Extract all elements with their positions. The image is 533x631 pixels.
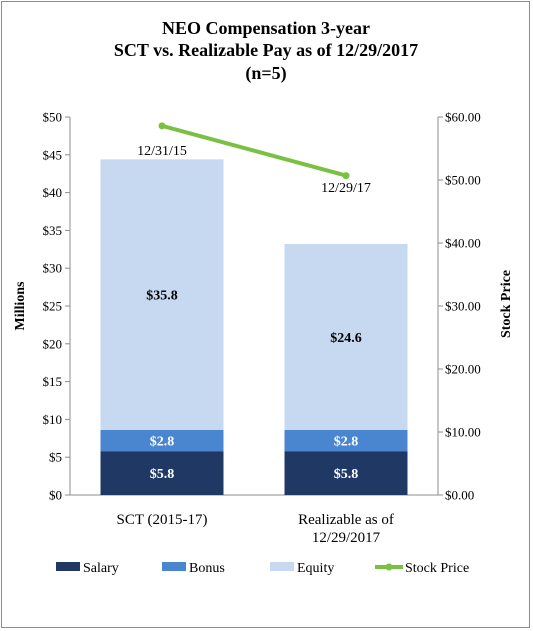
bars [100, 159, 408, 495]
y2-tick-label: $60.00 [445, 110, 481, 125]
stock-price-point [342, 172, 350, 180]
bar-label-salary: $5.8 [334, 467, 359, 482]
y-tick-label: $30 [43, 261, 63, 276]
y2-axis-title: Stock Price [499, 270, 514, 338]
y2-tick-label: $30.00 [445, 299, 481, 314]
chart-title-line: NEO Compensation 3-year [162, 18, 370, 38]
date-annotation: 12/31/15 [137, 144, 187, 159]
legend: Salary Bonus Equity Stock Price [56, 561, 469, 576]
y-tick-label: $20 [43, 336, 63, 351]
y2-tick-label: $20.00 [445, 362, 481, 377]
y-tick-label: $50 [43, 110, 63, 125]
bar-label-equity: $24.6 [330, 331, 362, 346]
bar-labels: $5.8 $2.8 $35.8 $5.8 $2.8 $24.6 [146, 289, 362, 482]
y2-tick-label: $0.00 [445, 488, 474, 503]
y2-tick-label: $10.00 [445, 425, 481, 440]
legend-swatch-equity [270, 562, 294, 571]
category-label: SCT (2015-17) [117, 512, 208, 528]
y-axis-title: Millions [13, 281, 28, 331]
y-tick-label: $15 [43, 374, 63, 389]
stock-price-line [158, 122, 350, 180]
y-tick-label: $25 [43, 299, 63, 314]
legend-swatch-salary [56, 562, 80, 571]
bar-bonus-1 [284, 429, 408, 452]
legend-swatch-bonus [162, 562, 186, 571]
y-tick-label: $10 [43, 412, 63, 427]
category-label: Realizable as of [298, 512, 394, 528]
chart-axes: $0 $5 $10 $15 $20 $25 $30 $35 $40 $45 $50 $0.00 $10.… [13, 110, 514, 503]
bar-label-bonus: $2.8 [150, 435, 175, 450]
chart-title-line: (n=5) [245, 63, 286, 84]
y-tick-label: $35 [43, 223, 63, 238]
chart-title-line: SCT vs. Realizable Pay as of 12/29/2017 [114, 40, 418, 60]
y-tick-label: $40 [43, 185, 63, 200]
bar-label-equity: $35.8 [146, 289, 178, 304]
bar-label-bonus: $2.8 [334, 435, 359, 450]
category-labels: SCT (2015-17) Realizable as of 12/29/2017 [117, 512, 394, 546]
y2-tick-label: $40.00 [445, 236, 481, 251]
legend-label-equity: Equity [297, 561, 334, 576]
annotations: 12/31/15 12/29/17 [137, 144, 371, 196]
y-tick-label: $5 [49, 450, 62, 465]
legend-marker-stock-price [385, 563, 393, 571]
bar-bonus-0 [100, 429, 224, 452]
y2-tick-label: $50.00 [445, 173, 481, 188]
bar-label-salary: $5.8 [150, 467, 175, 482]
y-tick-label: $45 [43, 147, 63, 162]
y-tick-label: $0 [49, 488, 62, 503]
legend-label-bonus: Bonus [189, 561, 225, 576]
legend-label-stock-price: Stock Price [405, 561, 469, 576]
stock-price-point [158, 122, 166, 130]
category-label: 12/29/2017 [312, 530, 381, 546]
bar-salary-0 [100, 451, 224, 495]
date-annotation: 12/29/17 [321, 181, 371, 196]
stock-price-polyline [161, 123, 347, 178]
bar-salary-1 [284, 451, 408, 495]
bar-equity-0 [100, 159, 224, 430]
bar-equity-1 [284, 244, 408, 430]
legend-label-salary: Salary [83, 561, 119, 576]
